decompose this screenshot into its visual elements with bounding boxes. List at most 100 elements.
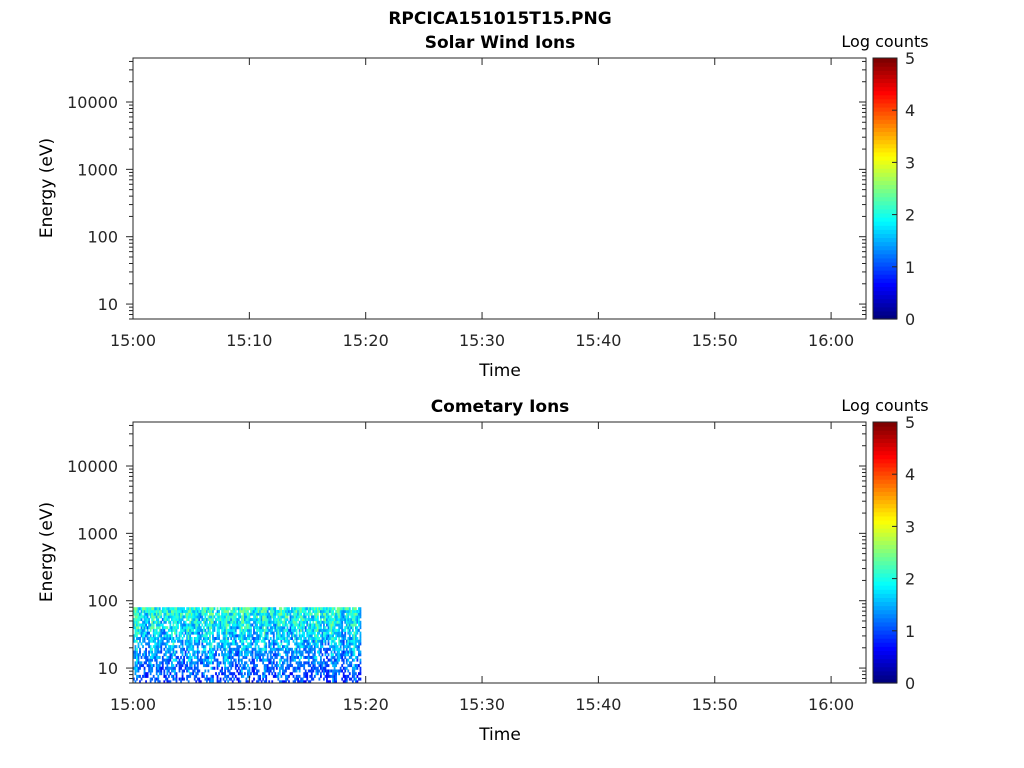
spectrogram-cell xyxy=(323,631,325,635)
spectrogram-cell xyxy=(137,623,140,627)
spectrogram-cell xyxy=(277,653,280,657)
spectrogram-cell xyxy=(219,618,222,622)
spectrogram-cell xyxy=(316,631,319,635)
spectrogram-cell xyxy=(245,623,248,627)
spectrogram-cell xyxy=(281,647,284,651)
spectrogram-cell xyxy=(231,628,234,632)
spectrogram-cell xyxy=(336,647,339,651)
colorbar-segment xyxy=(873,196,897,202)
spectrogram-cell xyxy=(151,607,154,611)
spectrogram-cell xyxy=(286,615,289,619)
spectrogram-cell xyxy=(239,631,242,635)
spectrogram-cell xyxy=(181,664,184,668)
spectrogram-cell xyxy=(295,609,298,613)
spectrogram-cell xyxy=(348,650,351,654)
spectrogram-cell xyxy=(207,626,210,630)
spectrogram-cell xyxy=(239,672,242,676)
spectrogram-cell xyxy=(266,631,269,635)
spectrogram-cell xyxy=(143,631,146,635)
spectrogram-cell xyxy=(172,664,175,668)
spectrogram-cell xyxy=(277,623,280,627)
spectrogram-cell xyxy=(283,645,286,649)
spectrogram-cell xyxy=(301,631,304,635)
spectrogram-cell xyxy=(233,623,236,627)
spectrogram-cell xyxy=(146,658,149,662)
spectrogram-cell xyxy=(181,645,184,649)
spectrogram-cell xyxy=(177,661,179,665)
colorbar-segment xyxy=(873,470,897,476)
spectrogram-cell xyxy=(329,634,331,638)
spectrogram-cell xyxy=(186,636,189,641)
spectrogram-cell xyxy=(295,639,298,643)
colorbar-segment xyxy=(873,90,897,96)
spectrogram-cell xyxy=(171,612,173,616)
spectrogram-cell xyxy=(216,664,219,668)
spectrogram-cell xyxy=(350,620,353,624)
spectrogram-cell xyxy=(202,658,205,662)
spectrogram-cell xyxy=(151,612,154,616)
spectrogram-cell xyxy=(336,655,339,659)
spectrogram-cell xyxy=(316,609,319,613)
spectrogram-cell xyxy=(189,634,192,638)
spectrogram-cell xyxy=(339,607,342,611)
spectrogram-cell xyxy=(291,626,293,630)
spectrogram-cell xyxy=(286,618,289,622)
spectrogram-cell xyxy=(342,636,345,641)
spectrogram-cell xyxy=(301,664,304,668)
spectrogram-cell xyxy=(304,647,307,651)
colorbar-segment xyxy=(873,581,897,586)
spectrogram-cell xyxy=(271,661,274,665)
spectrogram-cell xyxy=(193,642,196,646)
spectrogram-cell xyxy=(309,612,312,616)
spectrogram-cell xyxy=(259,609,262,613)
spectrogram-cell xyxy=(342,653,345,657)
colorbar-segment xyxy=(873,286,897,292)
spectrogram-cell xyxy=(172,623,175,627)
spectrogram-cell xyxy=(204,623,207,627)
spectrogram-cell xyxy=(289,623,292,627)
spectrogram-cell xyxy=(242,642,245,646)
spectrogram-cell xyxy=(149,669,152,673)
spectrogram-cell xyxy=(213,607,216,611)
spectrogram-cell xyxy=(209,642,211,646)
spectrogram-cell xyxy=(275,618,278,622)
spectrogram-cell xyxy=(321,664,324,668)
spectrogram-cell xyxy=(260,634,263,638)
spectrogram-cell xyxy=(292,680,295,684)
spectrogram-cell xyxy=(196,634,199,638)
spectrogram-cell xyxy=(312,653,315,657)
spectrogram-cell xyxy=(354,628,357,632)
spectrogram-cell xyxy=(257,634,260,638)
spectrogram-cell xyxy=(178,677,181,681)
spectrogram-cell xyxy=(329,607,331,611)
spectrogram-cell xyxy=(140,615,143,619)
spectrogram-cell xyxy=(210,647,213,651)
spectrogram-cell xyxy=(297,636,300,641)
spectrogram-cell xyxy=(172,669,175,673)
spectrogram-cell xyxy=(205,680,208,684)
spectrogram-cell xyxy=(288,664,290,668)
spectrogram-cell xyxy=(196,672,199,676)
spectrogram-cell xyxy=(285,639,287,643)
spectrogram-cell xyxy=(327,634,330,638)
colorbar-segment xyxy=(873,172,897,177)
spectrogram-cell xyxy=(239,645,242,649)
spectrogram-cell xyxy=(171,653,173,657)
spectrogram-cell xyxy=(193,653,196,657)
spectrogram-cell xyxy=(178,658,181,662)
spectrogram-cell xyxy=(136,634,138,638)
spectrogram-cell xyxy=(356,626,359,630)
spectrogram-cell xyxy=(222,618,225,622)
spectrogram-cell xyxy=(139,661,141,665)
spectrogram-cell xyxy=(268,623,271,627)
spectrogram-cell xyxy=(295,620,298,624)
spectrogram-cell xyxy=(332,626,334,630)
spectrogram-cell xyxy=(171,664,173,668)
spectrogram-cell xyxy=(348,639,351,643)
spectrogram-cell xyxy=(306,672,309,676)
spectrogram-cell xyxy=(247,612,249,616)
spectrogram-cell xyxy=(303,672,306,676)
spectrogram-cell xyxy=(224,639,227,643)
colorbar-segment xyxy=(873,605,897,611)
